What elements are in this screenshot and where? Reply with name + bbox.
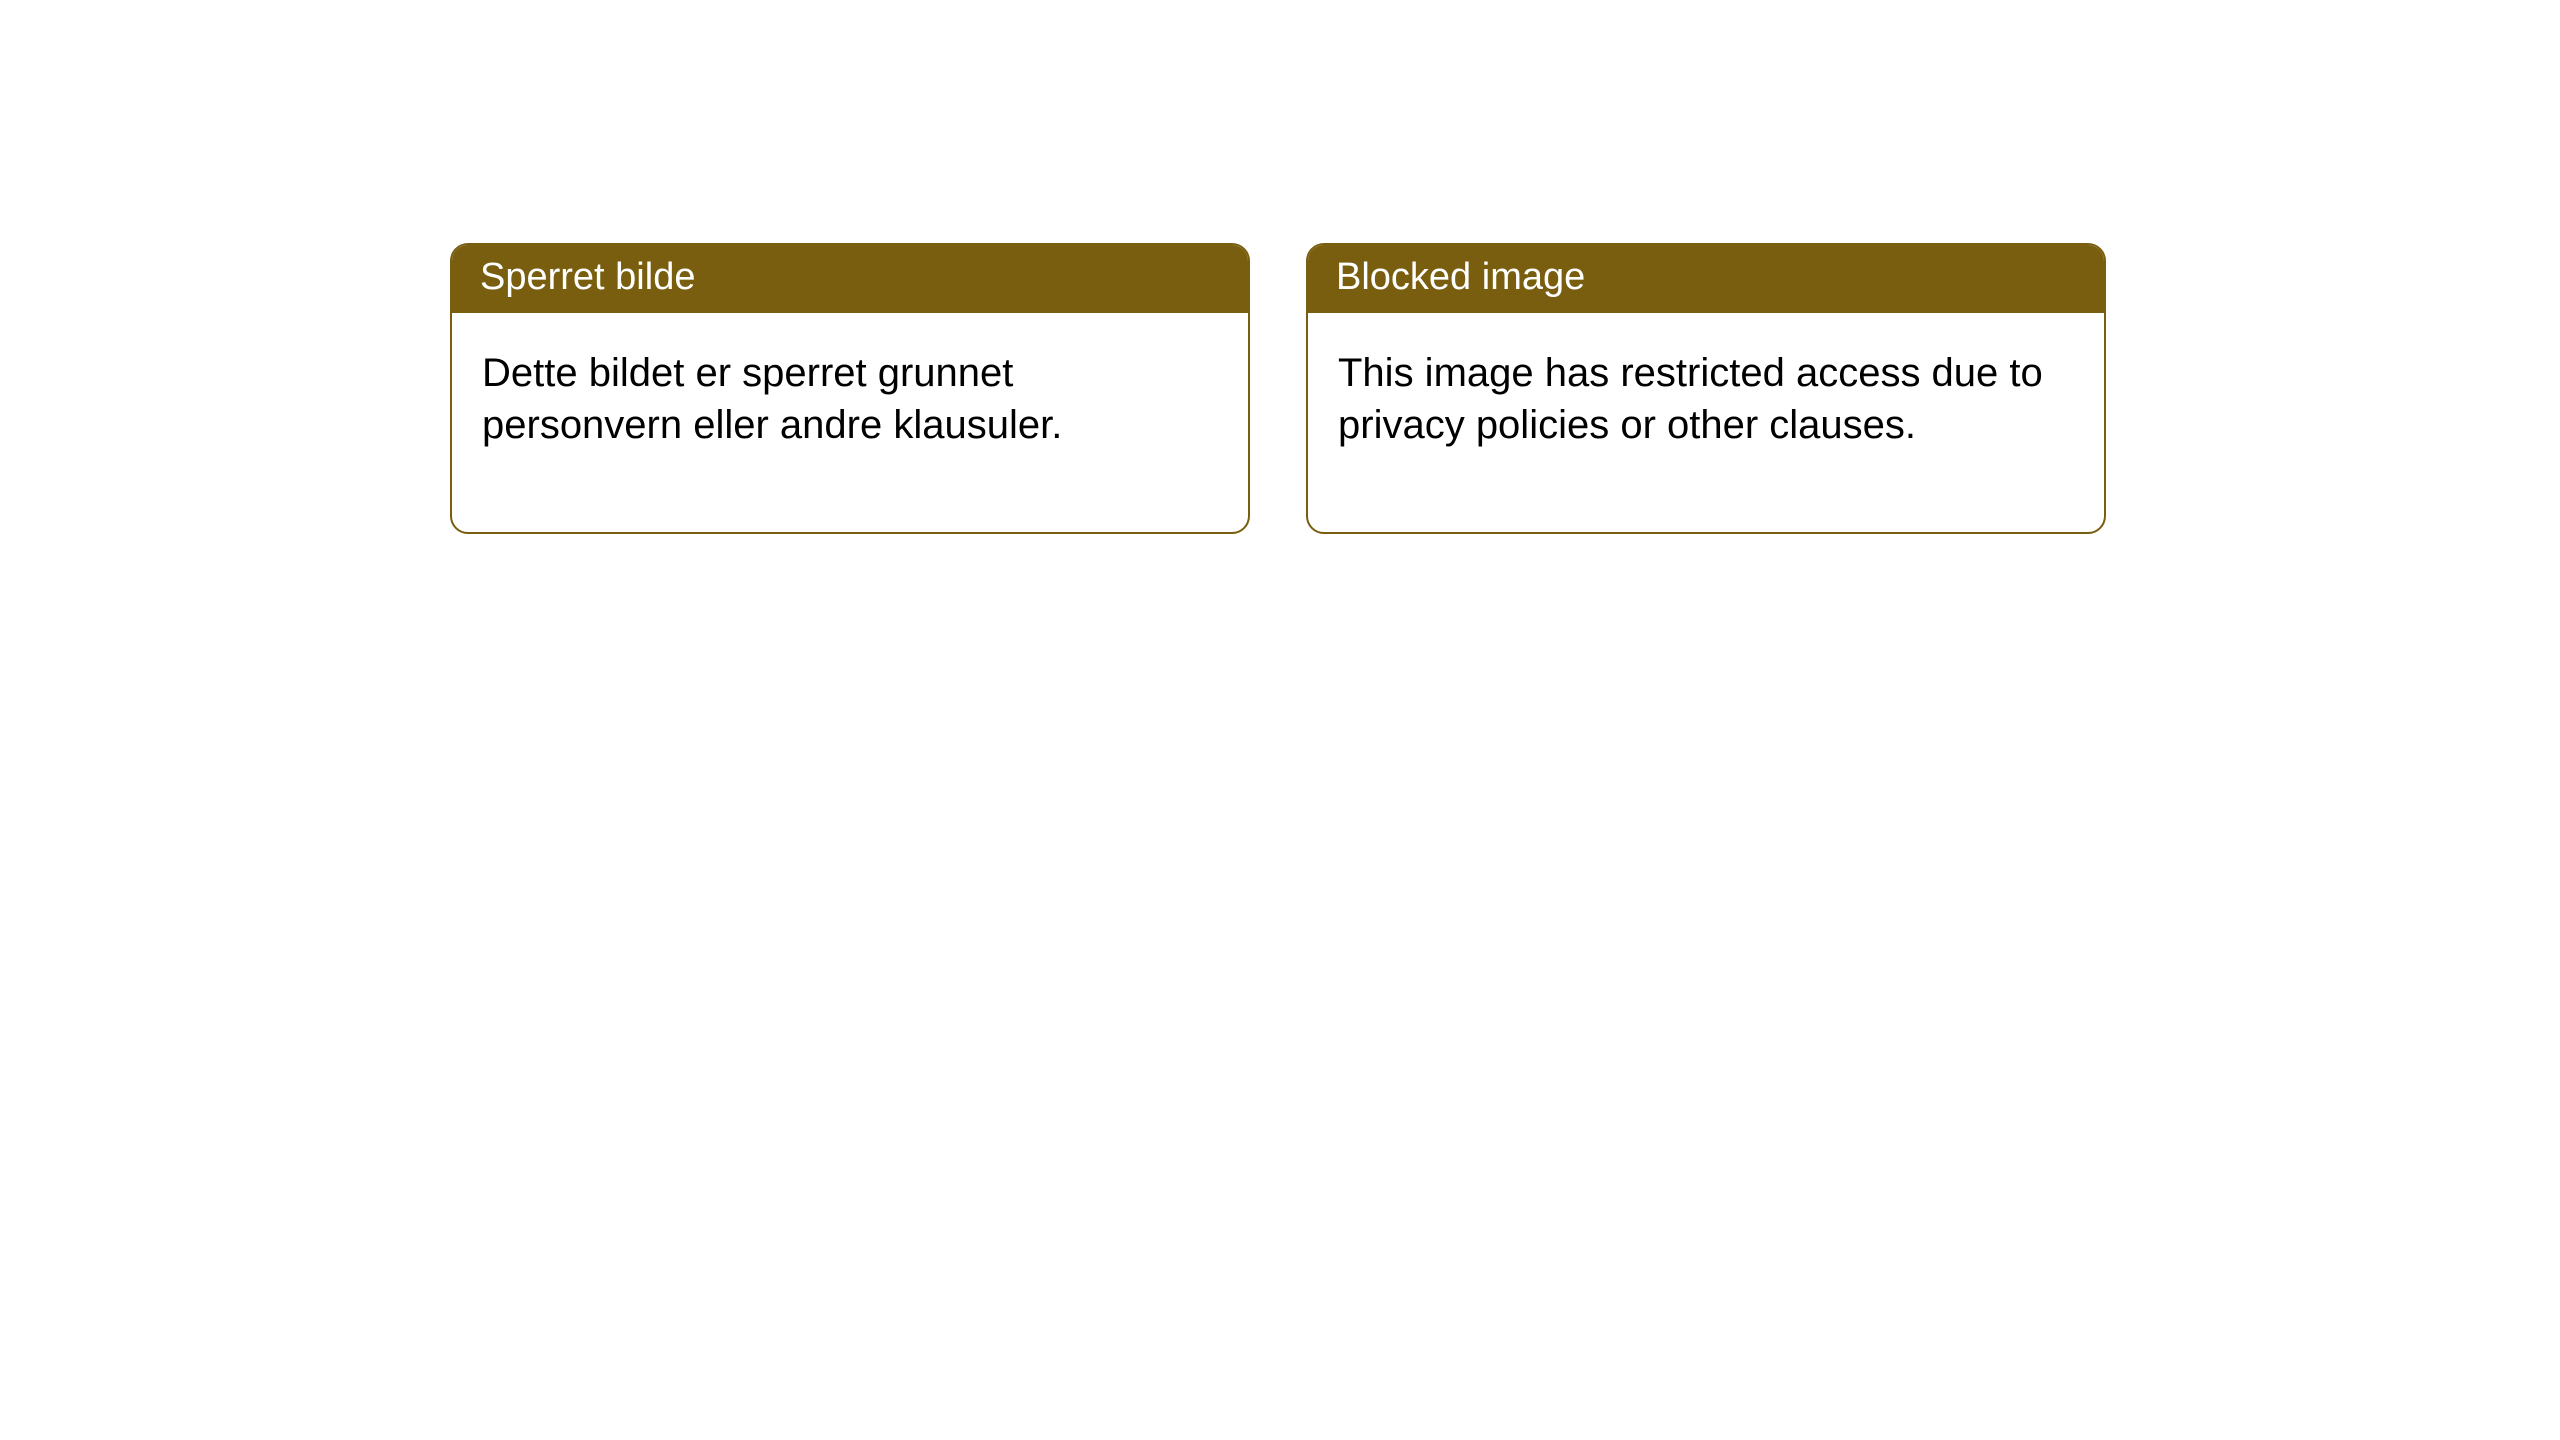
notice-container: Sperret bilde Dette bildet er sperret gr…: [450, 243, 2106, 534]
notice-body-norwegian: Dette bildet er sperret grunnet personve…: [452, 313, 1248, 533]
notice-body-english: This image has restricted access due to …: [1308, 313, 2104, 533]
notice-card-english: Blocked image This image has restricted …: [1306, 243, 2106, 534]
notice-card-norwegian: Sperret bilde Dette bildet er sperret gr…: [450, 243, 1250, 534]
notice-header-english: Blocked image: [1308, 245, 2104, 313]
notice-header-norwegian: Sperret bilde: [452, 245, 1248, 313]
